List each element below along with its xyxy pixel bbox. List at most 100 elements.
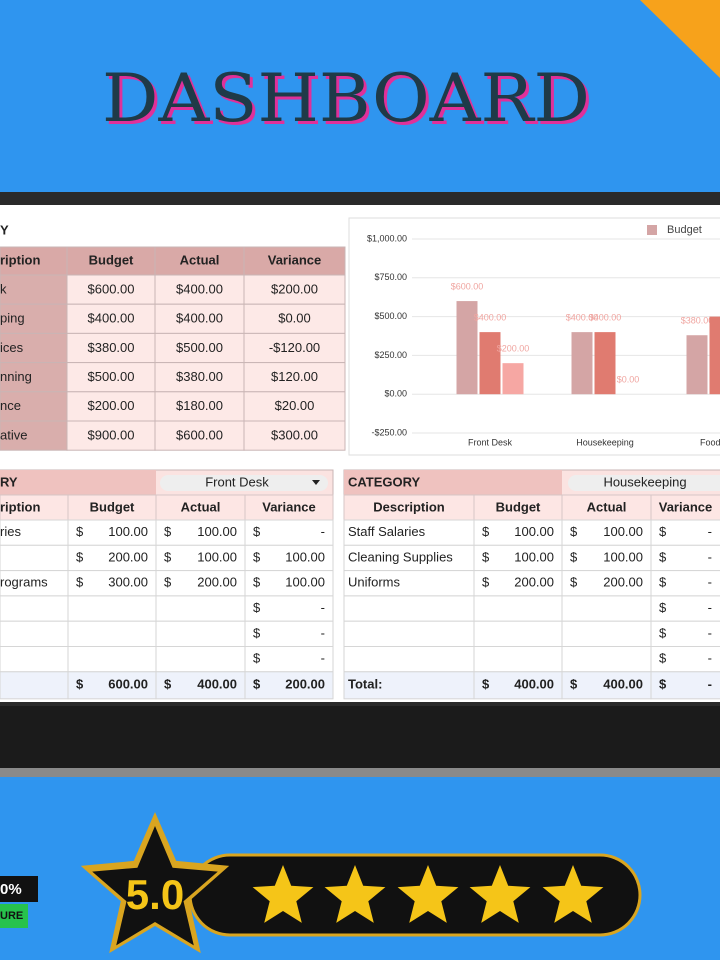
category-label-cell [0, 470, 156, 495]
column-header: Variance [659, 499, 713, 514]
rating-star [397, 865, 459, 923]
chart-panel [348, 217, 720, 456]
cell-value: - [708, 575, 712, 590]
badge-line: URE [0, 910, 23, 922]
cell-text: $500.00 [176, 340, 223, 355]
cell-text: $20.00 [275, 398, 315, 413]
cell [561, 570, 652, 597]
data-label: $600.00 [451, 281, 484, 291]
total-cell [0, 671, 69, 700]
cell [155, 544, 246, 572]
cell-value: 100.00 [603, 549, 643, 564]
cell-text: $900.00 [88, 427, 135, 442]
currency-symbol: $ [659, 549, 667, 564]
cell [243, 362, 346, 393]
cell-text: k [0, 281, 7, 296]
bar [571, 332, 593, 395]
category-label-cell [344, 470, 562, 495]
cell [243, 420, 346, 451]
cell-value: - [708, 549, 712, 564]
cell-text: nce [0, 398, 21, 413]
currency-symbol: $ [659, 600, 667, 615]
legend-label: Budget [667, 224, 702, 236]
cell [650, 646, 720, 673]
dropdown-value: Housekeeping [603, 474, 686, 489]
cell-value: 400.00 [514, 677, 554, 692]
cell [154, 362, 245, 393]
currency-symbol: $ [164, 549, 172, 564]
column-header: ription [0, 499, 40, 514]
cell [473, 544, 563, 572]
cell-value: 100.00 [197, 549, 237, 564]
column-header: Budget [90, 499, 135, 514]
cell-value: - [321, 651, 325, 666]
cell-text: $300.00 [271, 427, 318, 442]
cell [0, 332, 68, 364]
rating-star-big-inner [92, 826, 218, 946]
cell [154, 332, 245, 364]
bar [502, 363, 524, 395]
currency-symbol: $ [253, 524, 261, 539]
y-tick-label: $0.00 [384, 389, 407, 399]
cell [0, 646, 69, 673]
bar [709, 316, 720, 395]
y-tick-label: $750.00 [374, 272, 407, 282]
bar [594, 332, 616, 395]
currency-symbol: $ [164, 677, 172, 692]
cell [154, 420, 245, 451]
cell [67, 570, 157, 597]
cell-text: $600.00 [176, 427, 223, 442]
badge-top [0, 876, 38, 902]
y-tick-label: $250.00 [374, 350, 407, 360]
dropdown[interactable] [160, 475, 328, 491]
category-title: RY [0, 474, 18, 489]
cell [473, 595, 563, 622]
cell-text: $400.00 [88, 311, 135, 326]
currency-symbol: $ [659, 625, 667, 640]
cell-text: $380.00 [88, 340, 135, 355]
cell [343, 646, 475, 673]
cell-text: Cleaning Supplies [348, 549, 453, 564]
cell [243, 303, 346, 334]
dropdown[interactable] [568, 475, 720, 491]
badge-line: 0% [0, 881, 22, 898]
rating-star [542, 865, 604, 923]
currency-symbol: $ [482, 575, 490, 590]
data-label: $380.00 [681, 316, 714, 326]
cell-text: $200.00 [88, 398, 135, 413]
cell-text: ices [0, 340, 24, 355]
cell [561, 646, 652, 673]
data-label: $0.00 [617, 375, 640, 385]
cell-value: - [708, 600, 712, 615]
cell [243, 274, 346, 305]
currency-symbol: $ [253, 677, 261, 692]
cell [67, 620, 157, 648]
dropdown-arrow [312, 480, 320, 485]
cell [155, 595, 246, 622]
x-tick-label: Housekeeping [576, 437, 634, 447]
cell [473, 620, 563, 648]
currency-symbol: $ [482, 549, 490, 564]
cell-text: ative [0, 427, 27, 442]
cell-value: - [708, 625, 712, 640]
currency-symbol: $ [482, 524, 490, 539]
cell-text: ping [0, 311, 25, 326]
data-label: $400.00 [474, 312, 507, 322]
header-cell [243, 246, 346, 276]
column-header: Variance [268, 252, 322, 267]
data-label: $400.00 [566, 312, 599, 322]
cell-value: 200.00 [197, 575, 237, 590]
cell-value: 200.00 [603, 575, 643, 590]
cell [66, 420, 156, 451]
currency-symbol: $ [76, 524, 84, 539]
currency-symbol: $ [76, 575, 84, 590]
cell-text: -$120.00 [269, 340, 320, 355]
cell-text: $200.00 [271, 281, 318, 296]
currency-symbol: $ [570, 677, 578, 692]
currency-symbol: $ [253, 549, 261, 564]
cell [66, 362, 156, 393]
cell-text: ries [0, 524, 21, 539]
title-shadow: DASHBOARD [105, 63, 593, 140]
cell-text: $400.00 [176, 311, 223, 326]
cell [244, 595, 334, 622]
